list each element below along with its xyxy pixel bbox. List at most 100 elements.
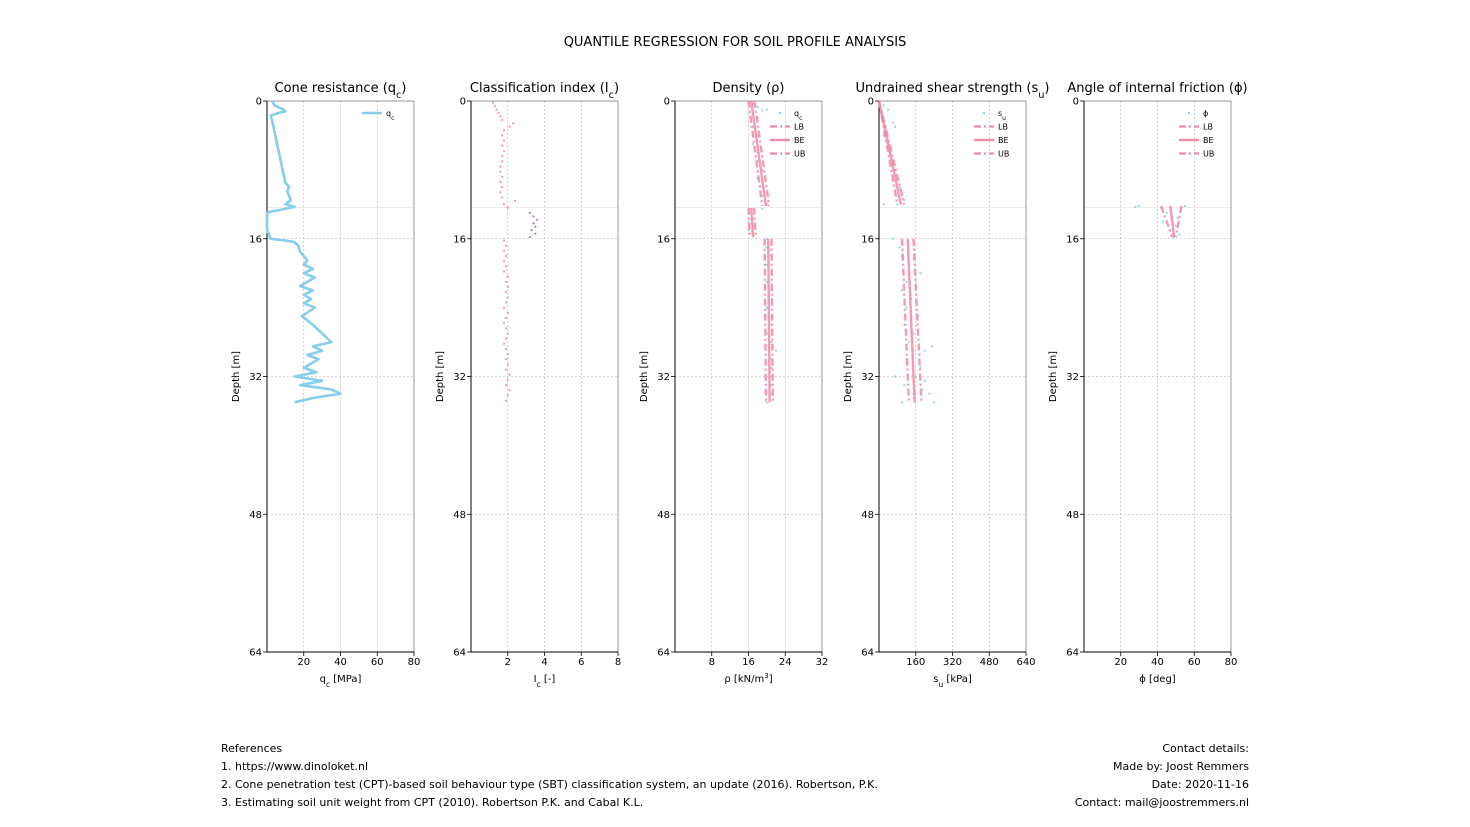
data-point-37	[502, 260, 506, 263]
data-point-22	[905, 280, 908, 283]
legend-label-0-main: q	[386, 109, 391, 118]
data-point-8	[1178, 233, 1181, 236]
data-point-37	[923, 379, 927, 382]
band-lb-0	[747, 100, 764, 207]
data-point-62	[508, 389, 511, 392]
legend-label-1: LB	[998, 123, 1008, 132]
panel-title-main: Undrained shear strength (s	[855, 81, 1038, 96]
legend-label-2: BE	[1203, 136, 1214, 145]
x-axis-label-sub: u	[938, 680, 943, 689]
ytick-label-3: 48	[861, 510, 874, 521]
legend-label-0-sub: c	[799, 115, 802, 122]
depth-axis-label: Depth [m]	[435, 351, 446, 402]
data-point-1	[493, 105, 496, 108]
ytick-label-2: 32	[861, 372, 874, 383]
contact-email: Contact: mail@joostremmers.nl	[1074, 796, 1249, 809]
data-point-30	[765, 306, 768, 309]
data-point-24	[506, 206, 509, 209]
data-point-39	[502, 270, 506, 273]
xtick-label-3: 32	[816, 657, 829, 668]
data-point-47	[506, 311, 509, 314]
data-point-11	[501, 144, 504, 147]
legend-label-0: ϕ	[1203, 109, 1208, 118]
xtick-label-2: 6	[578, 657, 584, 668]
contact-title: Contact details:	[1162, 742, 1249, 755]
x-axis-label-main: q	[320, 674, 326, 685]
x-axis-label: su [kPa]	[933, 674, 972, 689]
band-be-2	[767, 238, 771, 403]
data-point-32	[930, 345, 933, 348]
x-axis-label-main: ρ [kN/m	[724, 674, 764, 685]
ytick-label-1: 16	[249, 234, 262, 245]
band-ub-0	[877, 100, 906, 205]
reference-3: 3. Estimating soil unit weight from CPT …	[221, 796, 644, 809]
data-point-21	[919, 272, 922, 275]
data-point-42	[506, 285, 509, 289]
xtick-label-2: 480	[980, 657, 999, 668]
xtick-label-2: 24	[779, 657, 792, 668]
data-point-22	[514, 199, 517, 202]
data-point-15	[882, 203, 885, 206]
data-point-57	[506, 363, 509, 366]
legend-swatch-0	[778, 111, 782, 115]
references-title: References	[221, 742, 283, 755]
panel-title-main: Cone resistance (q	[275, 81, 397, 96]
xtick-label-3: 640	[1016, 657, 1035, 668]
data-point-36	[914, 375, 917, 378]
ytick-label-2: 32	[249, 372, 262, 383]
xtick-label-0: 20	[297, 657, 310, 668]
data-point-54	[504, 347, 508, 351]
data-point-10	[1183, 204, 1187, 208]
data-point-52	[504, 337, 508, 340]
band-ub-1	[752, 207, 758, 238]
ytick-label-1: 16	[1066, 234, 1079, 245]
ytick-label-2: 32	[657, 372, 670, 383]
ytick-label-0: 0	[1073, 97, 1079, 108]
data-point-7	[508, 125, 511, 128]
data-point-35	[502, 249, 506, 252]
data-point-37	[770, 366, 773, 369]
xtick-label-1: 40	[334, 657, 347, 668]
band-be-0	[1169, 205, 1176, 238]
data-point-5	[1161, 220, 1165, 223]
data-point-9	[501, 134, 504, 137]
ytick-label-4: 64	[453, 648, 466, 659]
data-point-18	[747, 220, 750, 223]
data-point-3	[1165, 211, 1168, 215]
panel-title: Classification index (Ic)	[470, 81, 619, 101]
contact-name: Made by: Joost Remmers	[1113, 760, 1249, 773]
xtick-label-3: 8	[615, 657, 621, 668]
panel-title-end: )	[614, 81, 619, 96]
data-point-17	[501, 175, 504, 178]
data-point-24	[900, 289, 904, 292]
xtick-label-0: 20	[1114, 657, 1127, 668]
panel-title: Undrained shear strength (su)	[855, 81, 1049, 101]
data-point-41	[933, 401, 936, 404]
data-point-3	[497, 111, 500, 115]
xtick-label-3: 80	[408, 657, 421, 668]
panel-title-sub: c	[396, 90, 401, 101]
x-axis-label: Ic [-]	[534, 674, 556, 689]
xtick-label-1: 320	[943, 657, 962, 668]
band-lb-1	[747, 207, 752, 238]
data-point-19	[501, 185, 504, 189]
legend-label-1: LB	[794, 123, 804, 132]
legend-label-3: UB	[794, 150, 805, 159]
data-point-31	[923, 349, 927, 352]
xtick-label-0: 8	[709, 657, 715, 668]
band-be-1	[906, 238, 916, 403]
data-point-40	[928, 392, 931, 395]
data-point-43	[921, 388, 924, 391]
data-point-6	[1174, 224, 1177, 227]
data-point-55	[506, 353, 509, 356]
xtick-label-1: 4	[541, 657, 547, 668]
data-point-0	[491, 101, 495, 104]
data-point-34	[770, 340, 773, 344]
x-axis-label-sub: c	[326, 680, 330, 689]
data-point-63	[506, 394, 509, 397]
x-axis-label: ρ [kN/m3]	[724, 672, 772, 685]
xtick-label-0: 2	[505, 657, 511, 668]
data-point-1	[756, 105, 759, 109]
data-point-32	[528, 235, 531, 239]
